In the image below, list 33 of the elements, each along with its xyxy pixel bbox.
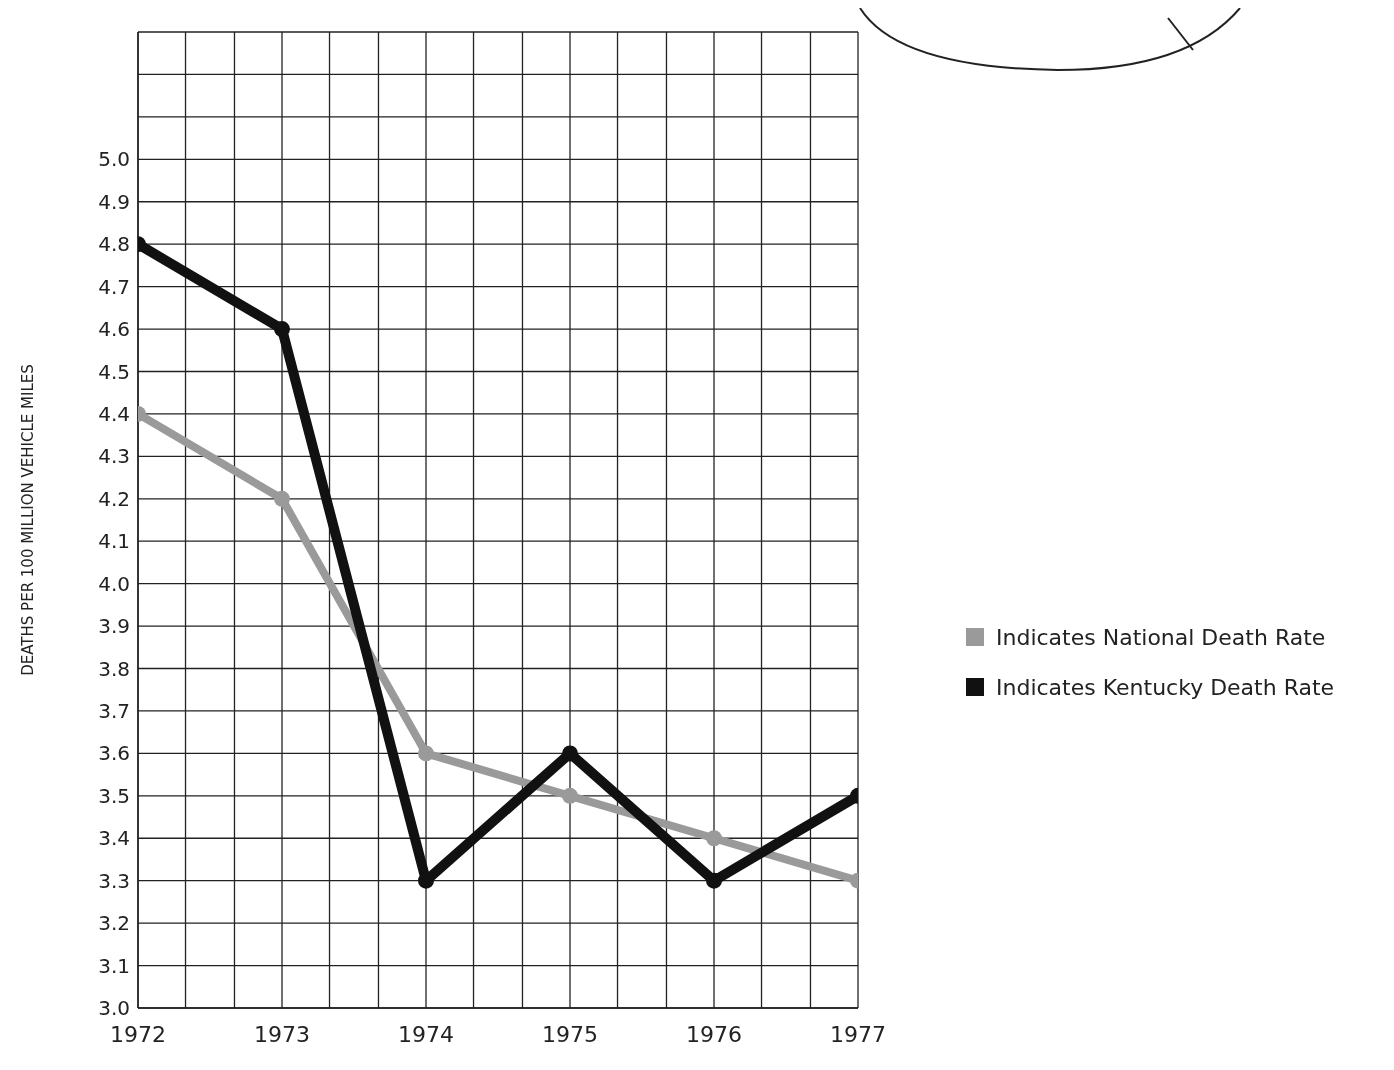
point [562,787,578,804]
y-tick-label: 3.4 [98,826,130,851]
y-tick-label: 4.1 [98,529,130,554]
x-tick-label: 1973 [254,1021,310,1047]
y-tick-label: 4.8 [98,232,130,257]
y-tick-label: 3.1 [98,953,130,978]
y-tick-label: 3.2 [98,911,130,936]
y-tick-label: 3.8 [98,656,130,681]
y-tick-label: 4.9 [98,189,130,214]
y-tick-label: 3.7 [98,699,130,724]
point [562,745,578,762]
y-tick-label: 3.0 [98,996,130,1021]
x-tick-label: 1976 [686,1021,742,1047]
y-tick-label: 4.4 [98,402,130,427]
y-tick-label: 4.5 [98,359,130,384]
y-tick-label: 4.6 [98,317,130,342]
y-tick-label: 4.3 [98,444,130,469]
y-tick-label: 4.0 [98,571,130,596]
x-tick-label: 1977 [830,1021,886,1047]
legend-label: Indicates Kentucky Death Rate [996,674,1335,700]
y-tick-label: 3.5 [98,783,130,808]
legend-label: Indicates National Death Rate [996,624,1326,650]
x-tick-label: 1975 [542,1021,598,1047]
y-tick-label: 4.2 [98,486,130,511]
y-tick-label: 4.7 [98,274,130,299]
y-tick-label: 3.6 [98,741,130,766]
y-tick-label: 5.0 [98,147,130,172]
y-tick-label: 3.9 [98,614,130,639]
x-tick-label: 1974 [398,1021,454,1047]
y-tick-label: 3.3 [98,868,130,893]
point [418,745,434,762]
y-axis-title: DEATHS PER 100 MILLION VEHICLE MILES [19,364,38,676]
x-tick-label: 1972 [110,1021,166,1047]
